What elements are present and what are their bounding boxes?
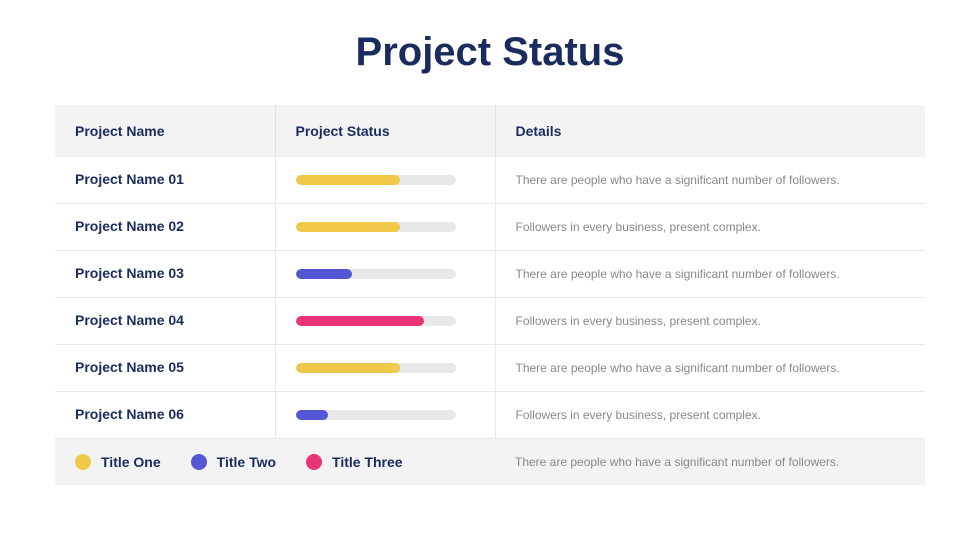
legend-label: Title Two [217,454,276,470]
project-details: Followers in every business, present com… [516,408,761,422]
progress-bar [296,316,456,326]
project-details-cell: Followers in every business, present com… [495,204,925,251]
table-header-row: Project Name Project Status Details [55,105,925,157]
project-name: Project Name 04 [75,312,184,328]
project-details: There are people who have a significant … [516,173,840,187]
project-name: Project Name 03 [75,265,184,281]
project-name-cell: Project Name 06 [55,392,275,439]
legend-dot [191,454,207,470]
project-status-cell [275,157,495,204]
project-details-cell: There are people who have a significant … [495,251,925,298]
project-name-cell: Project Name 04 [55,298,275,345]
project-details: There are people who have a significant … [516,361,840,375]
progress-fill [296,316,424,326]
table-row: Project Name 06 Followers in every busine… [55,392,925,439]
progress-fill [296,269,352,279]
project-name: Project Name 02 [75,218,184,234]
project-details: Followers in every business, present com… [516,314,761,328]
table-row: Project Name 05 There are people who have… [55,345,925,392]
project-details-cell: There are people who have a significant … [495,345,925,392]
column-header-details: Details [495,105,925,157]
project-details: Followers in every business, present com… [516,220,761,234]
legend-dot [75,454,91,470]
page-title: Project Status [55,30,925,75]
project-name-cell: Project Name 01 [55,157,275,204]
legend-label: Title Three [332,454,403,470]
project-name-cell: Project Name 03 [55,251,275,298]
column-header-status: Project Status [275,105,495,157]
project-status-table: Project Name Project Status Details Proj… [55,105,925,485]
project-status-cell [275,298,495,345]
progress-fill [296,222,400,232]
project-name: Project Name 05 [75,359,184,375]
project-status-cell [275,204,495,251]
footer-details-cell: There are people who have a significant … [495,439,925,486]
progress-bar [296,175,456,185]
table-footer-row: Title One Title Two Title Three There are … [55,439,925,486]
progress-bar [296,410,456,420]
legend: Title One Title Two Title Three [75,454,475,470]
table-row: Project Name 04 Followers in every busine… [55,298,925,345]
progress-bar [296,222,456,232]
project-name-cell: Project Name 05 [55,345,275,392]
column-header-name: Project Name [55,105,275,157]
progress-fill [296,175,400,185]
project-name: Project Name 06 [75,406,184,422]
project-details-cell: Followers in every business, present com… [495,298,925,345]
project-name: Project Name 01 [75,171,184,187]
project-details-cell: Followers in every business, present com… [495,392,925,439]
footer-details-text: There are people who have a significant … [515,455,839,469]
project-status-cell [275,345,495,392]
legend-item: Title Three [306,454,403,470]
project-details: There are people who have a significant … [516,267,840,281]
table-body: Project Name 01 There are people who have… [55,157,925,439]
legend-item: Title Two [191,454,276,470]
table-row: Project Name 03 There are people who have… [55,251,925,298]
project-status-cell [275,392,495,439]
table-row: Project Name 01 There are people who have… [55,157,925,204]
progress-bar [296,363,456,373]
table-row: Project Name 02 Followers in every busine… [55,204,925,251]
legend-dot [306,454,322,470]
legend-item: Title One [75,454,161,470]
progress-fill [296,363,400,373]
legend-cell: Title One Title Two Title Three [55,439,495,486]
project-details-cell: There are people who have a significant … [495,157,925,204]
progress-fill [296,410,328,420]
legend-label: Title One [101,454,161,470]
project-name-cell: Project Name 02 [55,204,275,251]
progress-bar [296,269,456,279]
project-status-cell [275,251,495,298]
